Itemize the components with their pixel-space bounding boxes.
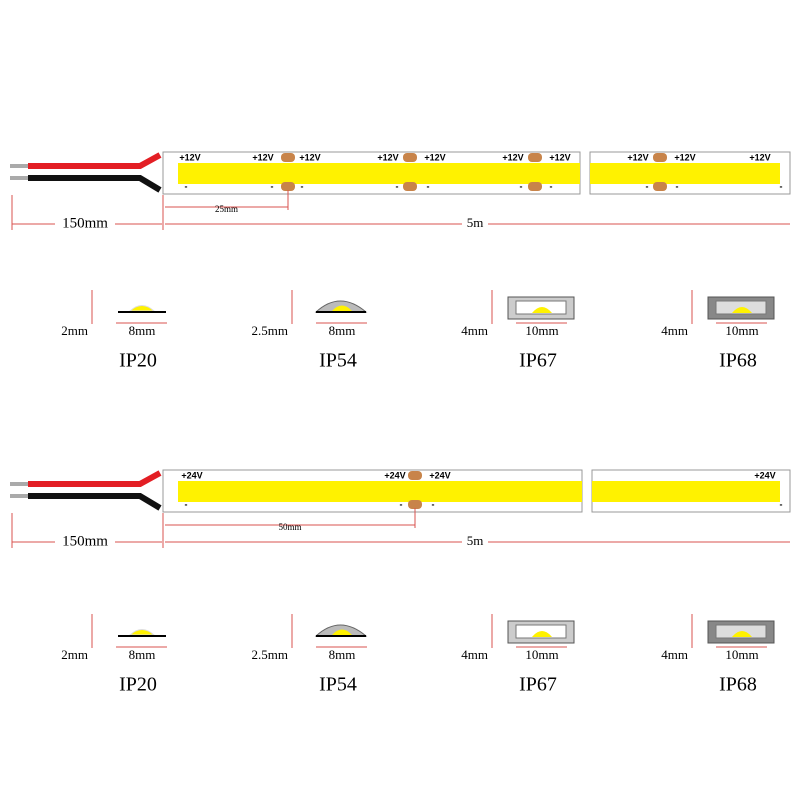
width-label: 10mm [725,647,758,662]
led-band [178,481,582,502]
height-label: 2mm [61,647,88,662]
copper-pad [408,471,422,480]
width-label: 10mm [525,647,558,662]
height-label: 2.5mm [252,323,288,338]
red-wire [28,470,162,487]
copper-pad [408,500,422,509]
lead-length: 150mm [62,215,108,231]
height-label: 4mm [661,647,688,662]
led-chip [332,305,352,311]
width-label: 8mm [329,323,356,338]
plus-label: +12V [674,152,695,162]
minus-label: - [427,181,430,191]
width-label: 8mm [129,323,156,338]
plus-label: +12V [502,152,523,162]
rating: IP20 [119,350,157,372]
minus-label: - [301,181,304,191]
led-band [592,481,780,502]
dim-bg [462,216,488,232]
width-label: 8mm [129,647,156,662]
red-wire [28,152,162,169]
width-label: 8mm [329,647,356,662]
copper-pad [281,182,295,191]
rating: IP68 [719,350,757,372]
total-length: 5m [467,215,484,230]
minus-label: - [520,181,523,191]
minus-label: - [780,499,783,509]
plus-label: +12V [179,152,200,162]
height-label: 4mm [661,323,688,338]
plus-label: +24V [384,470,405,480]
dim-bg [462,534,488,550]
plus-label: +24V [754,470,775,480]
rating: IP67 [519,350,557,372]
minus-label: - [185,499,188,509]
copper-pad [403,153,417,162]
rating: IP68 [719,674,757,696]
copper-pad [528,153,542,162]
plus-label: +12V [377,152,398,162]
minus-label: - [432,499,435,509]
led-chip [332,629,352,635]
led-chip [532,307,552,313]
copper-pad [653,153,667,162]
copper-pad [403,182,417,191]
rating: IP20 [119,674,157,696]
total-length: 5m [467,533,484,548]
rating: IP67 [519,674,557,696]
led-band [590,163,780,184]
led-chip [128,305,156,312]
led-chip [732,631,752,637]
copper-pad [281,153,295,162]
black-wire [28,175,162,193]
minus-label: - [396,181,399,191]
minus-label: - [676,181,679,191]
height-label: 4mm [461,647,488,662]
width-label: 10mm [725,323,758,338]
width-label: 10mm [525,323,558,338]
minus-label: - [550,181,553,191]
height-label: 2.5mm [252,647,288,662]
cut-spacing: 50mm [278,522,301,532]
dim-bg [55,533,115,551]
led-chip [128,629,156,636]
minus-label: - [646,181,649,191]
plus-label: +12V [627,152,648,162]
minus-label: - [780,181,783,191]
led-chip [532,631,552,637]
lead-length: 150mm [62,533,108,549]
plus-label: +12V [749,152,770,162]
plus-label: +12V [549,152,570,162]
copper-pad [528,182,542,191]
height-label: 4mm [461,323,488,338]
plus-label: +12V [299,152,320,162]
plus-label: +12V [424,152,445,162]
led-chip [732,307,752,313]
minus-label: - [271,181,274,191]
minus-label: - [400,499,403,509]
dim-bg [55,215,115,233]
copper-pad [653,182,667,191]
minus-label: - [185,181,188,191]
plus-label: +24V [429,470,450,480]
rating: IP54 [319,350,357,372]
height-label: 2mm [61,323,88,338]
plus-label: +12V [252,152,273,162]
rating: IP54 [319,674,357,696]
cut-spacing: 25mm [215,204,238,214]
led-band [178,163,580,184]
black-wire [28,493,162,511]
plus-label: +24V [181,470,202,480]
